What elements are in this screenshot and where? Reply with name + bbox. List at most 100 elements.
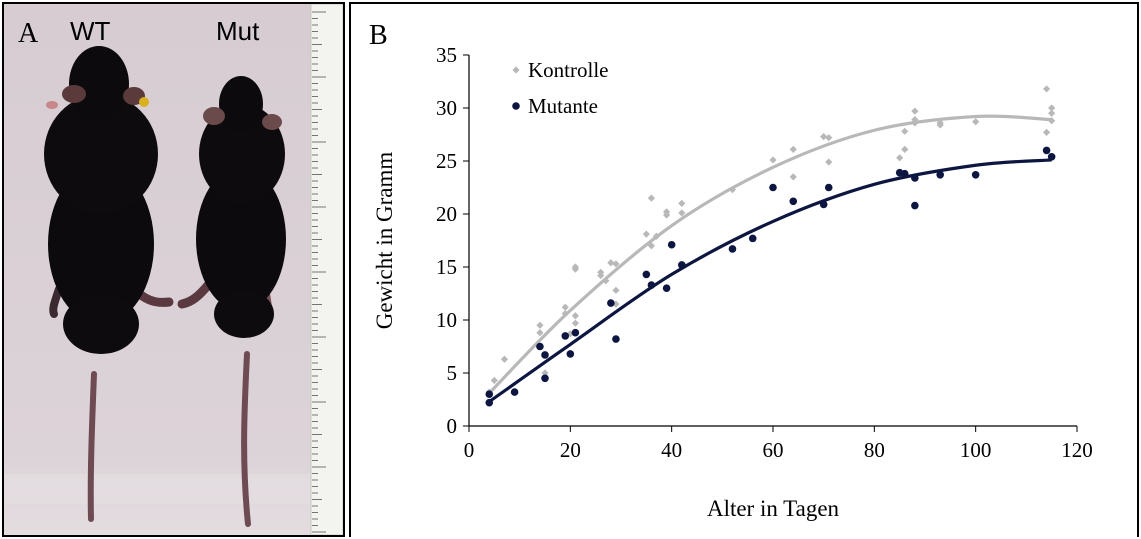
wt-mouse [44, 46, 174, 522]
point-kontrolle [936, 121, 944, 129]
point-mutante [824, 183, 833, 192]
y-tick-label: 10 [436, 308, 457, 332]
point-kontrolle [825, 158, 833, 166]
mice-photo: A WT Mut [4, 4, 343, 535]
point-kontrolle [561, 303, 569, 311]
y-axis-title: Gewicht in Gramm [372, 152, 397, 330]
point-mutante [769, 183, 777, 192]
point-mutante [971, 170, 980, 179]
point-kontrolle [901, 145, 909, 153]
point-mutante [936, 170, 944, 179]
point-mutante [541, 351, 549, 359]
point-mutante [789, 197, 798, 206]
point-kontrolle [612, 260, 620, 268]
point-mutante [900, 169, 909, 178]
point-kontrolle [571, 319, 579, 327]
point-kontrolle [1048, 109, 1056, 117]
point-mutante [536, 342, 544, 351]
point-kontrolle [728, 186, 737, 194]
point-kontrolle [678, 209, 686, 217]
point-mutante [607, 299, 615, 307]
point-mutante [647, 281, 656, 289]
y-tick-label: 15 [436, 255, 457, 279]
point-mutante [911, 201, 919, 210]
legend-label-kontrolle: Kontrolle [528, 58, 608, 82]
chart-panel: B 0 5 10 15 20 25 30 35 0 20 40 60 80 100 120 Alter in … [349, 2, 1139, 537]
point-kontrolle [901, 127, 909, 135]
point-kontrolle [789, 173, 797, 181]
x-tick-label: 80 [864, 438, 885, 462]
legend-marker-mutante [512, 102, 520, 110]
point-kontrolle [607, 259, 615, 267]
point-kontrolle [541, 369, 549, 377]
point-mutante [571, 328, 580, 337]
point-mutante [911, 174, 919, 182]
point-kontrolle [647, 194, 655, 202]
x-tick-label: 0 [464, 438, 475, 462]
point-mutante [748, 234, 757, 243]
point-kontrolle [1048, 117, 1056, 125]
point-kontrolle [678, 199, 686, 207]
y-tick-label: 35 [436, 43, 457, 67]
y-tick-label: 25 [436, 149, 457, 173]
point-kontrolle [642, 230, 650, 238]
point-mutante [612, 335, 620, 343]
point-kontrolle [972, 118, 980, 126]
point-kontrolle [612, 286, 620, 294]
x-tick-label: 40 [661, 438, 682, 462]
growth-chart: B 0 5 10 15 20 25 30 35 0 20 40 60 80 100 120 Alter in … [369, 20, 1093, 521]
wt-label: WT [70, 16, 111, 46]
point-mutante [510, 388, 519, 396]
x-tick-label: 60 [763, 438, 784, 462]
point-kontrolle [652, 232, 661, 240]
panel-a-letter: A [18, 18, 39, 49]
x-tick-label: 120 [1061, 438, 1093, 462]
point-kontrolle [1043, 128, 1051, 136]
point-kontrolle [820, 133, 828, 141]
point-mutante [566, 350, 575, 358]
point-mutante [1042, 146, 1051, 155]
point-kontrolle [789, 145, 797, 153]
point-kontrolle [571, 312, 579, 320]
point-mutante [485, 398, 494, 407]
point-mutante [819, 200, 828, 209]
point-kontrolle [896, 154, 904, 162]
trend-line-mutante [488, 158, 1052, 403]
x-tick-label: 20 [560, 438, 581, 462]
x-tick-label: 100 [960, 438, 992, 462]
point-mutante [485, 390, 494, 399]
point-mutante [1047, 152, 1056, 161]
point-mutante [662, 284, 671, 293]
mut-label: Mut [216, 16, 260, 46]
point-mutante [561, 332, 570, 340]
point-mutante [667, 240, 676, 249]
trend-line-kontrolle [488, 114, 1052, 395]
point-kontrolle [536, 321, 544, 329]
point-kontrolle [663, 208, 671, 216]
y-tick-label: 5 [447, 361, 458, 385]
point-kontrolle [647, 242, 655, 250]
x-axis-title: Alter in Tagen [707, 496, 840, 521]
point-kontrolle [566, 330, 574, 338]
ruler [310, 4, 343, 535]
point-mutante [678, 261, 686, 269]
point-kontrolle [1048, 104, 1056, 112]
point-kontrolle [1043, 85, 1051, 93]
point-kontrolle [500, 355, 509, 363]
point-kontrolle [911, 107, 919, 115]
y-tick-label: 30 [436, 96, 457, 120]
point-mutante [541, 374, 549, 383]
point-kontrolle [536, 329, 544, 337]
y-tick-label: 20 [436, 202, 457, 226]
mut-mouse [177, 76, 286, 527]
panel-b-letter: B [369, 20, 388, 51]
point-kontrolle [769, 156, 777, 164]
photo-panel: A WT Mut [2, 2, 345, 537]
point-mutante [728, 245, 737, 253]
legend-label-mutante: Mutante [528, 94, 598, 118]
point-mutante [642, 270, 651, 279]
legend-marker-kontrolle [512, 66, 520, 74]
point-kontrolle [911, 119, 919, 127]
point-kontrolle [825, 134, 833, 142]
y-tick-label: 0 [447, 414, 458, 438]
